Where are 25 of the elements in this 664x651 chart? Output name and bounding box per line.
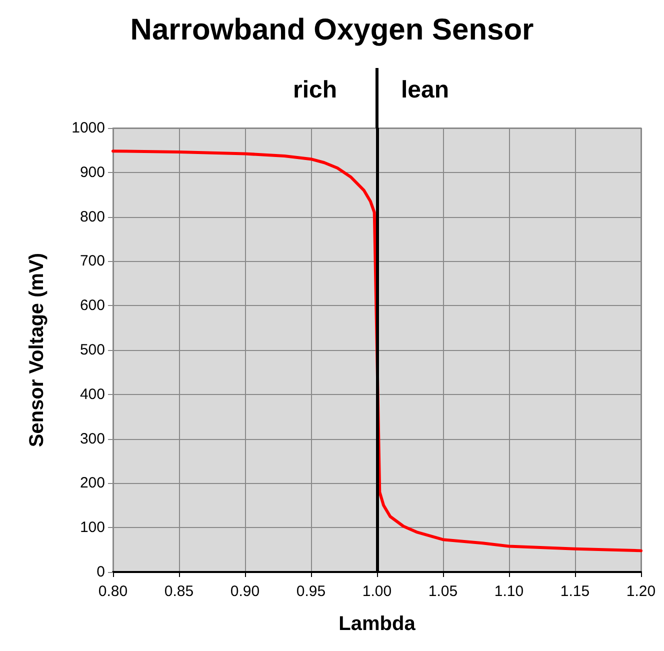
y-tick-label: 1000 xyxy=(72,120,105,136)
y-tick-label: 400 xyxy=(80,386,105,403)
y-tick-label: 500 xyxy=(80,342,105,358)
y-tick-label: 600 xyxy=(80,297,105,314)
x-tick-label: 1.20 xyxy=(626,583,656,600)
text: lean xyxy=(401,76,450,104)
x-tick-label: 1.10 xyxy=(494,583,524,600)
y-tick-label: 0 xyxy=(96,564,105,580)
x-axis-title: Lambda xyxy=(338,613,416,635)
x-tick-label: 0.80 xyxy=(98,583,128,600)
y-axis-title: Sensor Voltage (mV) xyxy=(26,252,48,448)
y-tick-label: 800 xyxy=(80,208,105,226)
x-tick-label: 0.90 xyxy=(230,583,260,600)
chart-title: Narrowband Oxygen Sensor xyxy=(130,14,534,46)
y-tick-label: 300 xyxy=(80,430,105,448)
y-tick-label: 900 xyxy=(80,164,105,181)
x-tick-label: 1.00 xyxy=(362,583,392,600)
x-tick-label: 1.15 xyxy=(560,583,590,600)
text: rich xyxy=(293,76,338,104)
y-tick-label: 200 xyxy=(80,474,105,492)
x-tick-label: 0.85 xyxy=(164,583,194,600)
y-tick-label: 100 xyxy=(80,519,105,536)
y-tick-label: 700 xyxy=(80,252,105,270)
x-tick-label: 1.05 xyxy=(428,583,458,600)
x-tick-label: 0.95 xyxy=(296,583,326,600)
